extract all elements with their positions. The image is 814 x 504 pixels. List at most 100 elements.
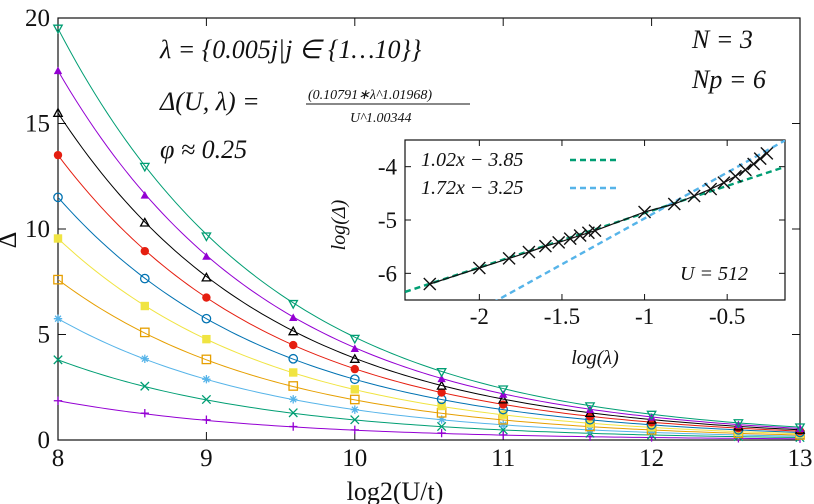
series-9-point-0 (52, 24, 64, 35)
series-4-point-8 (647, 423, 656, 432)
inset-point-18 (753, 152, 767, 166)
series-5-fit-curve (57, 197, 801, 433)
y-tick-label-0: 0 (38, 427, 51, 454)
series-7-point-2 (201, 271, 212, 282)
series-8-point-8 (647, 413, 656, 421)
series-6-point-0 (53, 150, 63, 160)
series-2-point-5 (437, 415, 446, 424)
x-tick-label-3: 11 (491, 445, 515, 472)
series-4-point-2 (202, 334, 211, 344)
y-tick-label-2: 10 (25, 216, 50, 243)
series-1-point-2 (201, 394, 212, 405)
series-9-point-9 (733, 419, 744, 429)
inset-fit-line-0 (405, 165, 785, 294)
series-8-point-5 (437, 374, 446, 383)
series-4-point-7 (585, 418, 595, 428)
series-7-point-3 (287, 325, 299, 336)
series-0-point-6 (499, 430, 508, 440)
series-5-point-4 (349, 374, 360, 385)
inset-u-annotation: U = 512 (680, 263, 748, 285)
series-2-fit-curve (57, 318, 801, 437)
series-4-point-5 (437, 401, 446, 411)
main-y-axis-label: Δ (0, 232, 22, 249)
series-1-point-5 (436, 421, 447, 432)
series-0-point-2 (202, 415, 211, 424)
series-5-point-1 (139, 273, 150, 284)
inset-point-11 (667, 197, 681, 211)
y-tick-label-3: 15 (25, 111, 50, 138)
series-6-fit-curve (57, 154, 801, 432)
inset-x-tick-label-1: -1.5 (544, 304, 580, 329)
series-4-fit-curve (57, 238, 801, 435)
inset-y-tick-label-2: -4 (378, 155, 398, 180)
inset-point-6 (563, 232, 577, 246)
main-x-axis-label: log2(U/t) (347, 477, 444, 504)
series-5-point-0 (53, 192, 63, 203)
series-5-point-3 (288, 353, 299, 364)
phi-annotation: φ ≈ 0.25 (160, 135, 247, 164)
series-2-point-8 (647, 428, 656, 437)
series-0-point-1 (140, 409, 150, 418)
series-4-point-4 (350, 385, 359, 394)
series-1-point-0 (53, 355, 63, 365)
series-2-point-6 (499, 420, 508, 430)
inset-point-2 (502, 251, 516, 265)
series-1-point-4 (350, 415, 360, 425)
series-4-point-1 (140, 301, 150, 311)
series-1-fit-curve (57, 359, 801, 438)
series-8-point-2 (202, 252, 211, 260)
series-6-point-3 (289, 340, 298, 350)
inset-point-15 (728, 169, 742, 183)
series-9-fit-curve (57, 28, 801, 428)
series-3-point-4 (349, 394, 360, 405)
series-8-point-0 (53, 66, 63, 75)
inset-point-0 (423, 277, 437, 291)
series-9-point-10 (794, 423, 806, 433)
series-6-point-2 (202, 293, 211, 302)
x-tick-label-2: 10 (342, 445, 367, 472)
series-7-point-4 (349, 353, 361, 363)
inset-legend-bg (411, 146, 631, 210)
series-9-point-2 (201, 232, 212, 242)
inset-point-10 (638, 205, 652, 219)
inset-x-tick-label-3: -0.5 (709, 304, 745, 329)
series-7-point-1 (139, 217, 151, 227)
y-tick-label-4: 20 (25, 5, 50, 32)
series-9-point-7 (584, 402, 596, 412)
inset-point-17 (747, 157, 761, 171)
lambda-annotation: λ = {0.005j|j ∈ {1…10}} (159, 35, 422, 64)
inset-legend-label-1: 1.72x − 3.25 (421, 177, 523, 199)
x-tick-label-4: 12 (639, 445, 664, 472)
series-1-point-1 (140, 381, 150, 391)
inset-point-3 (522, 245, 536, 259)
series-2-point-0 (53, 314, 63, 323)
series-2-point-7 (585, 425, 595, 435)
series-6-point-5 (437, 388, 446, 397)
series-5-point-2 (201, 313, 212, 324)
inset-point-13 (704, 182, 718, 196)
inset-x-tick-label-2: -1 (635, 304, 654, 329)
inset-x-axis-label: log(λ) (571, 347, 619, 369)
x-tick-label-5: 13 (788, 445, 813, 472)
fit-lhs-annotation: Δ(U, λ) = (159, 87, 260, 116)
inset-point-9 (588, 224, 602, 238)
inset-y-axis-label: log(Δ) (328, 199, 350, 250)
inset-fit-line-1 (495, 140, 785, 300)
series-9-point-8 (646, 410, 657, 421)
x-tick-label-1: 9 (200, 445, 213, 472)
inset-point-4 (538, 239, 552, 253)
series-9-point-3 (287, 299, 299, 310)
np-annotation: Np = 6 (691, 65, 766, 94)
series-2-point-3 (289, 395, 298, 404)
series-3-point-3 (288, 381, 299, 391)
series-8-fit-curve (57, 70, 801, 429)
y-tick-label-1: 5 (38, 322, 51, 349)
series-2-point-4 (350, 405, 359, 414)
n-annotation: N = 3 (691, 25, 753, 54)
series-9-point-1 (139, 162, 151, 173)
series-3-point-1 (139, 327, 150, 338)
series-7-fit-curve (57, 112, 801, 431)
inset-legend-label-0: 1.02x − 3.85 (421, 149, 523, 171)
series-8-point-3 (289, 313, 298, 321)
series-0-point-5 (437, 428, 446, 438)
